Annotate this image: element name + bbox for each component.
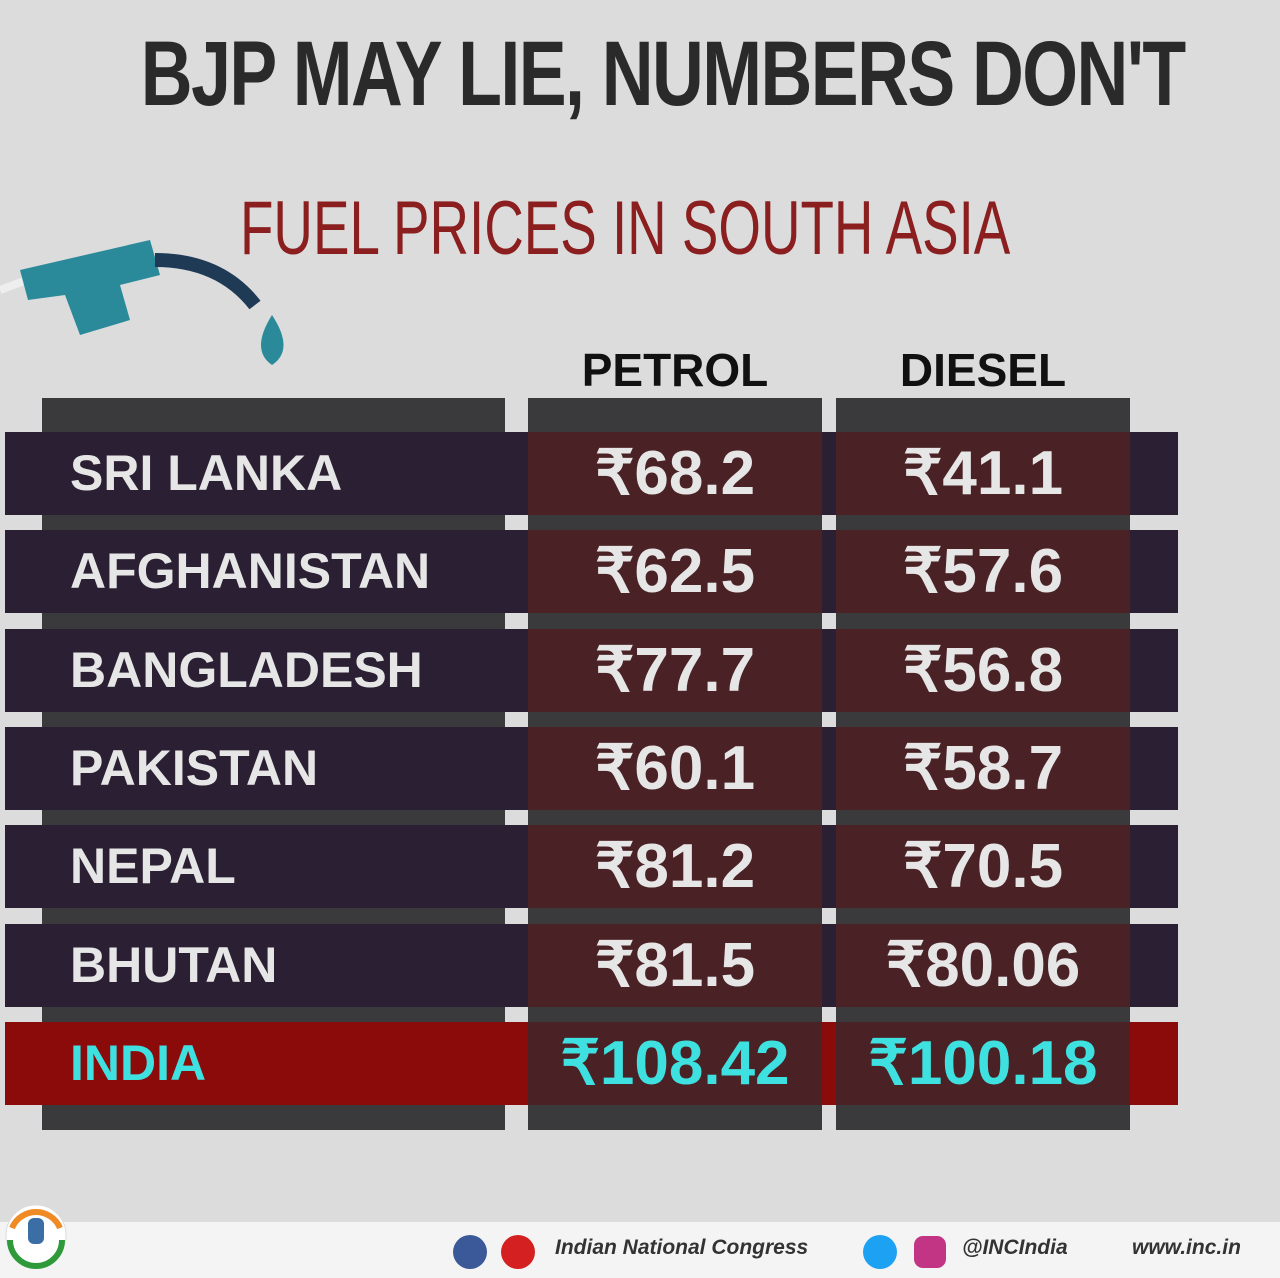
cell-bg (836, 628, 1130, 712)
petrol-price: ₹81.5 (594, 930, 756, 1000)
cell-bg (528, 1021, 822, 1105)
diesel-price: ₹80.06 (885, 930, 1081, 1000)
diesel-price: ₹57.6 (902, 537, 1064, 607)
footer (0, 1222, 1280, 1278)
country-name: NEPAL (70, 838, 236, 895)
diesel-price: ₹41.1 (902, 439, 1064, 508)
footer-name: Indian National Congress (555, 1236, 809, 1259)
footer-website: www.inc.in (1132, 1236, 1241, 1259)
cell-bg (836, 726, 1130, 810)
petrol-price: ₹81.2 (594, 832, 756, 902)
country-name: AFGHANISTAN (70, 543, 431, 600)
social-icons (863, 1235, 946, 1269)
petrol-price: ₹60.1 (594, 733, 756, 803)
country-name: INDIA (70, 1034, 207, 1091)
diesel-price: ₹58.7 (902, 733, 1064, 803)
cell-bg (836, 825, 1130, 909)
cell-bg (836, 1021, 1130, 1105)
cell-bg (836, 432, 1130, 515)
cell-bg (528, 628, 822, 712)
cell-bg (528, 530, 822, 614)
petrol-price: ₹68.2 (594, 439, 756, 508)
fuel-pump-icon (0, 240, 284, 365)
country-name: SRI LANKA (70, 445, 343, 501)
cell-bg (528, 726, 822, 810)
diesel-price: ₹70.5 (902, 832, 1064, 902)
column-header: PETROL (581, 344, 769, 396)
country-name: PAKISTAN (70, 739, 319, 796)
country-name: BANGLADESH (70, 641, 423, 698)
cell-bg (528, 825, 822, 909)
diesel-price: ₹56.8 (902, 635, 1064, 705)
social-icons (453, 1235, 535, 1269)
cell-bg (836, 923, 1130, 1007)
cell-bg (528, 923, 822, 1007)
cell-bg (528, 432, 822, 515)
footer-handle: @INCIndia (962, 1236, 1068, 1259)
logo (5, 1204, 67, 1269)
column-header: DIESEL (899, 344, 1067, 396)
diesel-price: ₹100.18 (868, 1028, 1098, 1098)
petrol-price: ₹108.42 (560, 1028, 790, 1098)
petrol-price: ₹77.7 (594, 635, 756, 705)
country-name: BHUTAN (70, 936, 278, 993)
title: BJP MAY LIE, NUMBERS DON'T (140, 23, 1186, 125)
petrol-price: ₹62.5 (594, 537, 756, 607)
cell-bg (836, 530, 1130, 614)
subtitle: FUEL PRICES IN SOUTH ASIA (240, 186, 1011, 271)
